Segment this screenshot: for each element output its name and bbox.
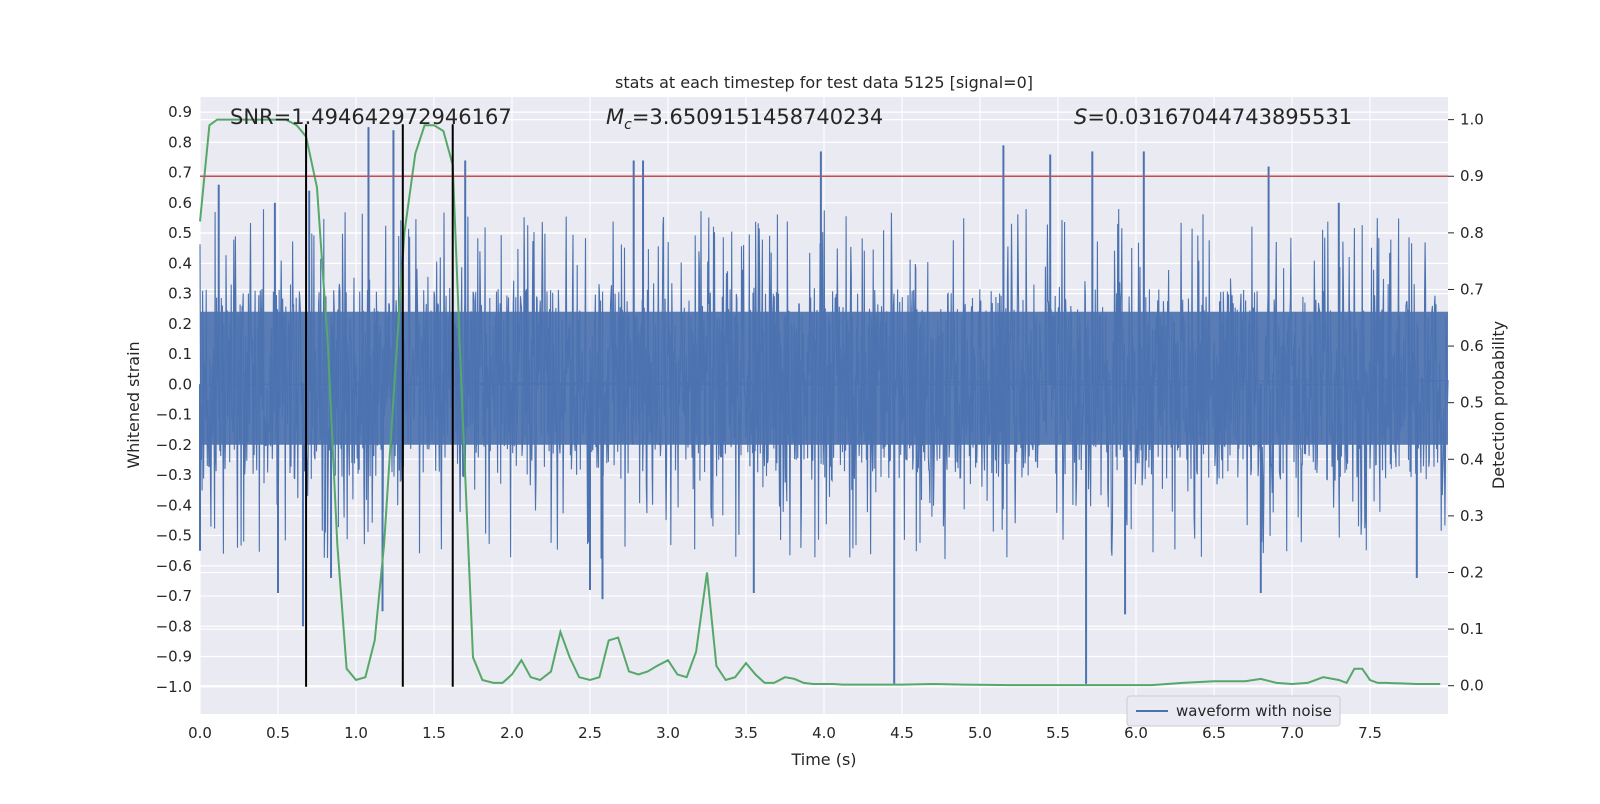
y-tick-label: 0.4 bbox=[168, 254, 192, 272]
x-tick-label: 3.5 bbox=[734, 724, 758, 742]
x-tick-label: 0.0 bbox=[188, 724, 212, 742]
y-tick-label: −0.1 bbox=[156, 406, 192, 424]
x-tick-label: 7.0 bbox=[1280, 724, 1304, 742]
y-axis-label: Whitened strain bbox=[124, 341, 143, 468]
chirp-mass-symbol: M bbox=[606, 105, 624, 129]
y2-tick-label: 0.3 bbox=[1460, 507, 1484, 525]
y-tick-label: −0.9 bbox=[156, 648, 192, 666]
s-value: =0.03167044743895531 bbox=[1087, 105, 1352, 129]
y2-tick-label: 0.9 bbox=[1460, 167, 1484, 185]
chirp-mass-value: =3.6509151458740234 bbox=[632, 105, 883, 129]
y-tick-label: −0.7 bbox=[156, 587, 192, 605]
y-tick-label: −0.8 bbox=[156, 617, 192, 635]
y2-tick-label: 1.0 bbox=[1460, 111, 1484, 129]
x-tick-label: 6.5 bbox=[1202, 724, 1226, 742]
y-tick-label: 0.3 bbox=[168, 285, 192, 303]
y-tick-label: −0.4 bbox=[156, 496, 192, 514]
x-tick-label: 5.5 bbox=[1046, 724, 1070, 742]
x-tick-label: 3.0 bbox=[656, 724, 680, 742]
y-tick-label: 0.0 bbox=[168, 375, 192, 393]
y-tick-label: −1.0 bbox=[156, 678, 192, 696]
y-tick-label: 0.1 bbox=[168, 345, 192, 363]
y2-tick-label: 0.8 bbox=[1460, 224, 1484, 242]
y-axis-left: 0.9 0.8 0.7 0.6 0.5 0.4 0.3 0.2 0.1 0.0 −0.1 −0.2 −0… bbox=[156, 103, 192, 696]
s-annotation: S=0.03167044743895531 bbox=[1074, 105, 1352, 129]
x-tick-label: 1.5 bbox=[422, 724, 446, 742]
y-tick-label: −0.6 bbox=[156, 557, 192, 575]
x-tick-label: 7.5 bbox=[1358, 724, 1382, 742]
x-tick-label: 0.5 bbox=[266, 724, 290, 742]
y2-tick-label: 0.1 bbox=[1460, 620, 1484, 638]
snr-annotation: SNR=1.494642972946167 bbox=[230, 105, 512, 129]
y-tick-label: 0.6 bbox=[168, 194, 192, 212]
y2-tick-label: 0.4 bbox=[1460, 450, 1484, 468]
y2-tick-label: 0.7 bbox=[1460, 280, 1484, 298]
overlays bbox=[200, 124, 1448, 687]
x-tick-label: 4.5 bbox=[890, 724, 914, 742]
y2-tick-label: 0.6 bbox=[1460, 337, 1484, 355]
y-tick-label: 0.5 bbox=[168, 224, 192, 242]
y2-tick-label: 0.0 bbox=[1460, 677, 1484, 695]
y-tick-label: −0.3 bbox=[156, 466, 192, 484]
x-axis: 0.0 0.5 1.0 1.5 2.0 2.5 3.0 3.5 4.0 4.5 5.0 5.5 6.0 6… bbox=[188, 724, 1382, 742]
waveform-series bbox=[199, 127, 1449, 684]
y2-tick-label: 0.2 bbox=[1460, 563, 1484, 581]
x-axis-label: Time (s) bbox=[790, 750, 856, 769]
x-tick-label: 2.5 bbox=[578, 724, 602, 742]
chirp-mass-subscript: c bbox=[624, 117, 632, 133]
legend-label: waveform with noise bbox=[1176, 702, 1332, 720]
y-tick-label: 0.8 bbox=[168, 133, 192, 151]
legend: waveform with noise bbox=[1126, 695, 1341, 727]
y-tick-label: −0.2 bbox=[156, 436, 192, 454]
y2-axis-label: Detection probability bbox=[1489, 321, 1508, 489]
x-tick-label: 2.0 bbox=[500, 724, 524, 742]
y-tick-label: 0.2 bbox=[168, 315, 192, 333]
y-tick-label: 0.9 bbox=[168, 103, 192, 121]
x-tick-label: 1.0 bbox=[344, 724, 368, 742]
y2-tick-label: 0.5 bbox=[1460, 394, 1484, 412]
waveform-core-band bbox=[200, 311, 1448, 445]
probability-line bbox=[199, 118, 1441, 687]
x-tick-label: 4.0 bbox=[812, 724, 836, 742]
y-tick-label: −0.5 bbox=[156, 527, 192, 545]
probability-series bbox=[199, 118, 1441, 687]
y-axis-right: 1.0 0.9 0.8 0.7 0.6 0.5 0.4 0.3 0.2 0.1 0.0 bbox=[1448, 111, 1484, 695]
legend-box bbox=[1126, 695, 1341, 727]
x-tick-label: 6.0 bbox=[1124, 724, 1148, 742]
y-tick-label: 0.7 bbox=[168, 164, 192, 182]
chirp-mass-annotation: Mc=3.6509151458740234 bbox=[606, 105, 883, 133]
s-symbol: S bbox=[1074, 105, 1087, 129]
x-tick-label: 5.0 bbox=[968, 724, 992, 742]
chart-title: stats at each timestep for test data 512… bbox=[615, 73, 1033, 92]
